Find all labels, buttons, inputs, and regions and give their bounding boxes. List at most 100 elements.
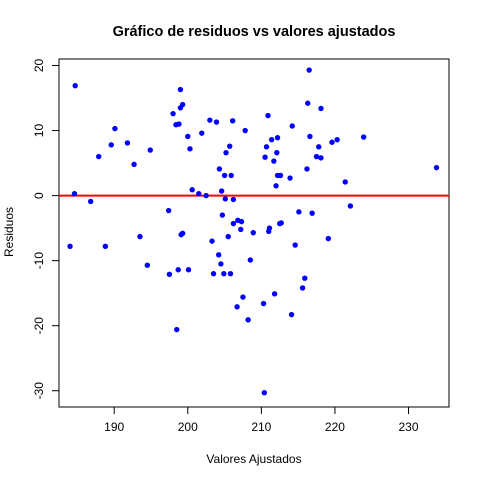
y-axis-label: Residuos	[2, 207, 16, 257]
data-point	[228, 172, 234, 179]
data-point	[175, 267, 181, 273]
data-point	[166, 271, 173, 278]
data-point	[216, 166, 223, 172]
data-point	[230, 220, 237, 227]
data-point	[238, 226, 244, 233]
data-point	[219, 212, 226, 218]
data-point	[179, 230, 186, 237]
data-point	[174, 326, 180, 333]
data-point	[342, 179, 348, 185]
data-point	[196, 190, 202, 197]
data-point	[261, 389, 268, 396]
data-point	[273, 183, 279, 189]
data-point	[102, 243, 109, 250]
data-point	[144, 262, 151, 268]
data-point	[112, 125, 118, 132]
data-point	[207, 117, 213, 123]
data-point	[218, 188, 225, 194]
data-point	[287, 175, 293, 181]
y-tick-label: -20	[32, 317, 46, 335]
data-point	[289, 123, 295, 129]
data-point	[221, 172, 228, 179]
data-point	[222, 196, 229, 202]
data-point	[271, 158, 277, 164]
data-point	[227, 143, 233, 149]
data-point	[277, 172, 284, 179]
data-point	[305, 100, 311, 106]
data-point	[306, 67, 312, 73]
data-point	[318, 155, 324, 161]
data-point	[71, 190, 78, 197]
data-point	[250, 229, 256, 236]
data-point	[263, 144, 270, 150]
data-point	[67, 243, 73, 250]
y-tick-label: -30	[32, 382, 46, 400]
data-point	[218, 261, 224, 267]
data-point	[124, 140, 131, 146]
data-point	[137, 233, 143, 240]
y-tick-label: 10	[32, 124, 46, 138]
data-point	[203, 192, 209, 199]
data-point	[296, 209, 302, 215]
data-point	[347, 203, 354, 209]
data-point	[185, 133, 191, 140]
data-point	[242, 127, 248, 134]
x-axis: 190 200 210 220 230	[104, 407, 419, 434]
data-point	[230, 196, 237, 203]
data-point	[265, 112, 271, 119]
data-point	[221, 270, 227, 277]
data-point	[213, 119, 220, 125]
data-point	[108, 142, 114, 148]
data-point	[268, 136, 275, 143]
data-point	[329, 139, 335, 145]
data-point	[288, 311, 295, 318]
data-point	[229, 118, 236, 124]
data-point	[433, 164, 440, 171]
data-point	[227, 270, 234, 277]
x-tick-label: 210	[251, 420, 271, 434]
data-point	[334, 136, 340, 143]
data-point	[177, 86, 184, 93]
data-point	[131, 161, 137, 168]
data-point	[87, 198, 94, 205]
x-tick-label: 230	[399, 420, 419, 434]
x-tick-label: 220	[325, 420, 345, 434]
data-point	[360, 134, 367, 140]
chart-title: Gráfico de residuos vs valores ajustados	[113, 24, 396, 40]
data-points	[67, 67, 440, 396]
y-axis: -30 -20 -10 0 10 20	[32, 59, 59, 400]
data-point	[240, 294, 246, 300]
data-point	[234, 304, 240, 310]
data-point	[170, 110, 176, 117]
data-point	[313, 153, 320, 160]
data-point	[225, 233, 231, 240]
data-point	[266, 225, 273, 231]
data-point	[262, 154, 268, 160]
x-tick-label: 190	[104, 420, 124, 434]
data-point	[245, 317, 251, 323]
x-axis-label: Valores Ajustados	[206, 452, 301, 466]
data-point	[185, 267, 192, 273]
data-point	[309, 210, 315, 216]
data-point	[302, 275, 308, 281]
data-point	[271, 291, 278, 297]
y-tick-label: 0	[32, 192, 46, 199]
data-point	[292, 242, 298, 248]
data-point	[165, 207, 172, 214]
data-point	[176, 121, 182, 127]
data-point	[189, 187, 195, 193]
data-point	[238, 218, 245, 225]
data-point	[187, 146, 193, 152]
data-point	[179, 101, 186, 108]
data-point	[199, 130, 205, 136]
data-point	[96, 153, 102, 160]
data-point	[274, 135, 281, 141]
data-point	[223, 149, 229, 156]
data-point	[307, 133, 313, 140]
data-point	[316, 144, 322, 150]
y-tick-label: 20	[32, 59, 46, 73]
data-point	[318, 105, 324, 112]
data-point	[304, 166, 310, 172]
